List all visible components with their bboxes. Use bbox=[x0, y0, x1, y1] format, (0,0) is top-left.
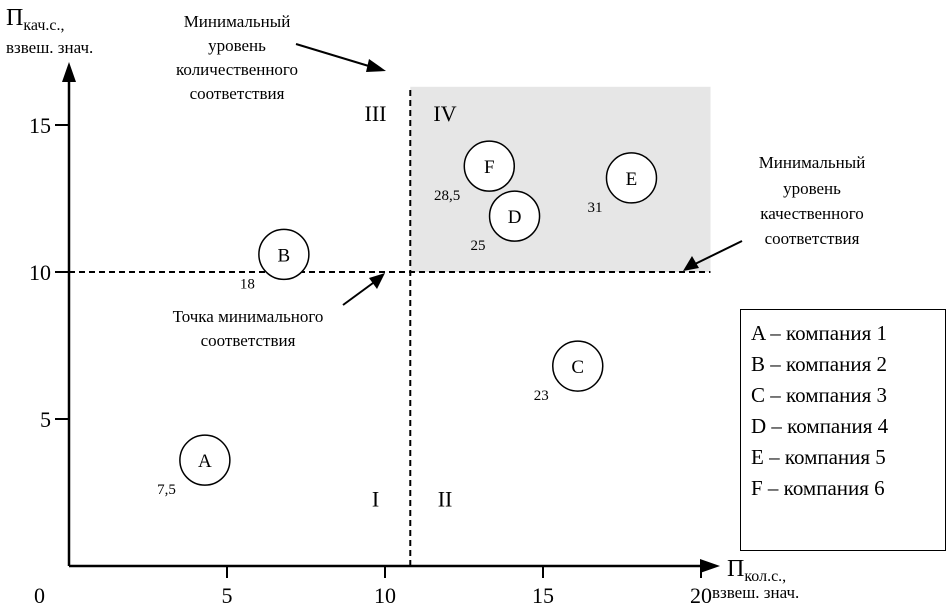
point-value-c: 23 bbox=[534, 388, 549, 404]
y-axis-arrow bbox=[62, 62, 76, 82]
x-tick-label-15: 15 bbox=[532, 583, 554, 606]
point-marker-c bbox=[552, 340, 604, 392]
highlight-region-layer bbox=[410, 86, 711, 272]
origin-label: 0 bbox=[34, 583, 45, 606]
x-axis-title-main: П bbox=[727, 556, 744, 582]
y-axis-title-sub: кач.с., bbox=[23, 17, 64, 34]
highlight-region bbox=[410, 86, 711, 272]
ticks-layer: 5 10 15 20 5 10 15 bbox=[29, 113, 712, 606]
legend-item-a: A – компания 1 bbox=[751, 321, 887, 345]
annotation-min-quantity-arrow-line bbox=[295, 43, 373, 68]
quadrant-label-iii: III bbox=[365, 101, 387, 126]
points-layer: A 7,5 B 18 C 23 D 25 E 31 F 28,5 bbox=[157, 140, 658, 498]
y-axis-title: Пкач.с., bbox=[6, 5, 64, 34]
point-c: C 23 bbox=[534, 340, 604, 404]
x-axis-title: Пкол.с., bbox=[727, 556, 786, 585]
annotation-min-point-arrowhead bbox=[369, 273, 385, 289]
y-tick-label-10: 10 bbox=[29, 260, 51, 285]
annotation-min-point: Точка минимального соответствия bbox=[173, 273, 385, 350]
point-marker-f bbox=[463, 140, 516, 192]
annotation-min-point-line-1: Точка минимального bbox=[173, 307, 324, 326]
legend-item-d: D – компания 4 bbox=[751, 414, 889, 438]
point-e: E 31 bbox=[587, 152, 658, 216]
y-tick-label-5: 5 bbox=[40, 407, 51, 432]
x-axis-title-sub: кол.с., bbox=[744, 568, 786, 585]
point-value-a: 7,5 bbox=[157, 482, 176, 498]
x-tick-label-5: 5 bbox=[222, 583, 233, 606]
legend-item-f: F – компания 6 bbox=[751, 476, 885, 500]
annotation-min-quality-arrowhead bbox=[683, 256, 699, 271]
x-axis-title-line2: взвеш. знач. bbox=[712, 583, 799, 602]
annotation-min-quality-line-3: качественного bbox=[760, 204, 864, 223]
quadrant-label-iv: IV bbox=[433, 101, 456, 126]
annotation-min-quality: Минимальный уровень качественного соотве… bbox=[683, 153, 865, 271]
point-marker-e bbox=[605, 152, 658, 204]
point-label-f: F bbox=[484, 157, 495, 178]
annotation-min-quantity: Минимальный уровень количественного соот… bbox=[176, 12, 386, 103]
y-axis-title-line2: взвеш. знач. bbox=[6, 38, 93, 57]
point-label-a: A bbox=[198, 451, 212, 472]
annotation-min-quality-line-1: Минимальный bbox=[759, 153, 866, 172]
annotation-min-quantity-line-1: Минимальный bbox=[184, 12, 291, 31]
point-label-e: E bbox=[626, 169, 638, 190]
annotation-min-quality-line-2: уровень bbox=[783, 179, 841, 198]
annotation-min-quality-arrow-line bbox=[694, 240, 743, 265]
point-marker-a bbox=[179, 434, 231, 486]
legend-item-c: C – компания 3 bbox=[751, 383, 887, 407]
quadrant-label-ii: II bbox=[438, 486, 453, 511]
annotation-min-quantity-line-2: уровень bbox=[208, 36, 266, 55]
x-axis-arrow bbox=[700, 559, 720, 573]
point-a: A 7,5 bbox=[157, 434, 231, 498]
y-tick-label-15: 15 bbox=[29, 113, 51, 138]
point-label-c: C bbox=[571, 357, 584, 378]
point-b: B 18 bbox=[240, 228, 310, 292]
point-value-f: 28,5 bbox=[434, 188, 460, 204]
annotation-min-point-line-2: соответствия bbox=[201, 331, 296, 350]
annotation-min-quantity-arrowhead bbox=[366, 59, 386, 72]
y-axis-title-main: П bbox=[6, 5, 23, 31]
point-f: F 28,5 bbox=[434, 140, 516, 204]
legend-item-e: E – компания 5 bbox=[751, 445, 886, 469]
point-label-d: D bbox=[508, 207, 522, 228]
point-label-b: B bbox=[278, 245, 291, 266]
point-value-e: 31 bbox=[587, 200, 602, 216]
point-marker-d bbox=[488, 190, 541, 242]
point-value-d: 25 bbox=[471, 238, 486, 254]
point-marker-b bbox=[258, 228, 310, 281]
annotation-min-point-arrow-line bbox=[342, 282, 374, 306]
legend-item-b: B – компания 2 bbox=[751, 352, 887, 376]
legend: A – компания 1 B – компания 2 C – компан… bbox=[740, 309, 946, 551]
annotation-min-quality-line-4: соответствия bbox=[765, 229, 860, 248]
quadrant-label-i: I bbox=[372, 486, 379, 511]
x-tick-label-10: 10 bbox=[374, 583, 396, 606]
point-d: D 25 bbox=[471, 190, 541, 254]
annotation-min-quantity-line-4: соответствия bbox=[190, 84, 285, 103]
point-value-b: 18 bbox=[240, 276, 255, 292]
x-tick-label-20: 20 bbox=[690, 583, 712, 606]
threshold-lines-layer bbox=[69, 86, 711, 566]
annotation-min-quantity-line-3: количественного bbox=[176, 60, 298, 79]
